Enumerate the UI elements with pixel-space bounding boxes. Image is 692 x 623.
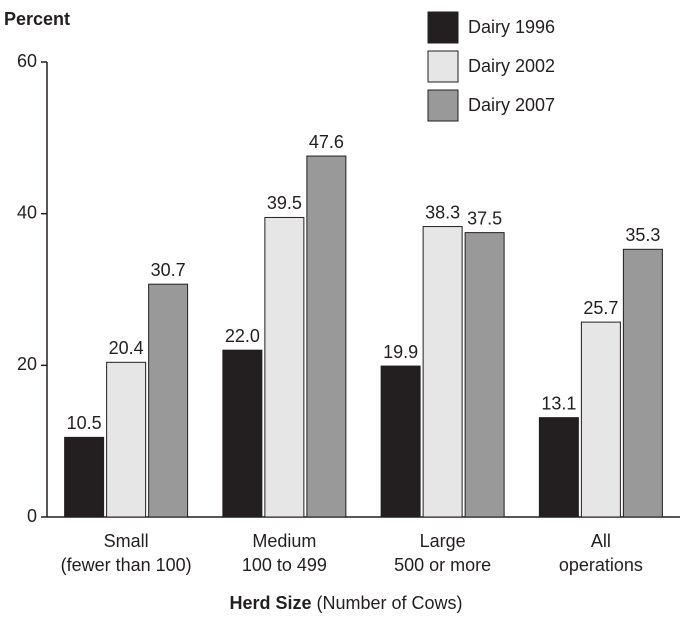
value-label: 37.5 xyxy=(467,208,502,228)
value-label: 20.4 xyxy=(109,338,144,358)
x-axis-label: Herd Size (Number of Cows) xyxy=(229,593,462,613)
bar xyxy=(148,283,189,518)
value-label: 13.1 xyxy=(541,393,576,413)
bar xyxy=(580,321,621,518)
x-tick-label: Medium xyxy=(252,531,316,551)
x-tick-label: operations xyxy=(559,555,643,575)
bar xyxy=(106,361,147,518)
y-tick-label: 20 xyxy=(17,354,37,374)
x-tick-label: (fewer than 100) xyxy=(61,555,192,575)
bar xyxy=(264,216,305,518)
x-tick-label: All xyxy=(591,531,611,551)
bar xyxy=(306,155,347,518)
bar xyxy=(422,226,463,518)
bar xyxy=(64,436,105,518)
value-label: 38.3 xyxy=(425,202,460,222)
y-tick-label: 0 xyxy=(27,506,37,526)
value-label: 10.5 xyxy=(67,413,102,433)
x-axis-label-bold: Herd Size xyxy=(229,593,311,613)
legend-label: Dairy 2002 xyxy=(468,56,555,76)
value-label: 30.7 xyxy=(151,260,186,280)
value-label: 47.6 xyxy=(309,132,344,152)
y-axis-label: Percent xyxy=(4,9,70,29)
legend-label: Dairy 2007 xyxy=(468,95,555,115)
value-label: 25.7 xyxy=(583,298,618,318)
x-tick-label: 100 to 499 xyxy=(242,555,327,575)
legend-swatch xyxy=(427,11,459,44)
x-tick-label: 500 or more xyxy=(394,555,491,575)
legend-swatch xyxy=(427,50,459,83)
value-label: 35.3 xyxy=(625,225,660,245)
value-label: 19.9 xyxy=(383,342,418,362)
bar xyxy=(464,232,505,518)
y-tick-label: 40 xyxy=(17,202,37,222)
x-tick-label: Large xyxy=(420,531,466,551)
legend-label: Dairy 1996 xyxy=(468,17,555,37)
value-label: 22.0 xyxy=(225,326,260,346)
bar xyxy=(222,349,263,518)
bar xyxy=(380,365,421,518)
legend-swatch xyxy=(427,89,459,122)
value-label: 39.5 xyxy=(267,193,302,213)
x-tick-label: Small xyxy=(104,531,149,551)
bar xyxy=(622,248,663,518)
bar xyxy=(538,417,579,518)
x-axis-label-rest: (Number of Cows) xyxy=(317,593,463,613)
y-tick-label: 60 xyxy=(17,51,37,71)
